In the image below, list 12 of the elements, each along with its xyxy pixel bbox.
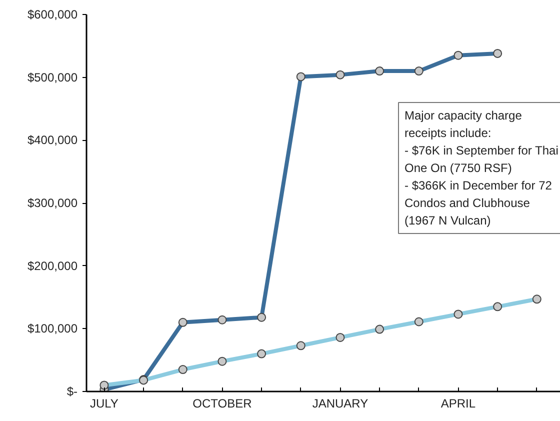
x-tick-label: JANUARY <box>312 396 368 410</box>
y-tick-label: $- <box>66 384 78 398</box>
y-tick-label: $500,000 <box>27 70 78 84</box>
annotation: Major capacity charge receipts include: - $76K in September for Thai One On (7750 RSF) - $366K in December for 72 Condos and Clubhouse (1967 N Vulcan) <box>404 108 558 228</box>
x-tick-label: APRIL <box>440 396 476 410</box>
y-tick-label: $600,000 <box>27 8 78 22</box>
y-tick-label: $400,000 <box>27 133 78 148</box>
y-tick-label: $300,000 <box>27 196 78 210</box>
y-tick-label: $200,000 <box>27 258 78 273</box>
x-tick-label: JULY <box>90 396 118 410</box>
y-tick-label: $100,000 <box>27 322 78 336</box>
x-tick-label: OCTOBER <box>192 396 252 410</box>
